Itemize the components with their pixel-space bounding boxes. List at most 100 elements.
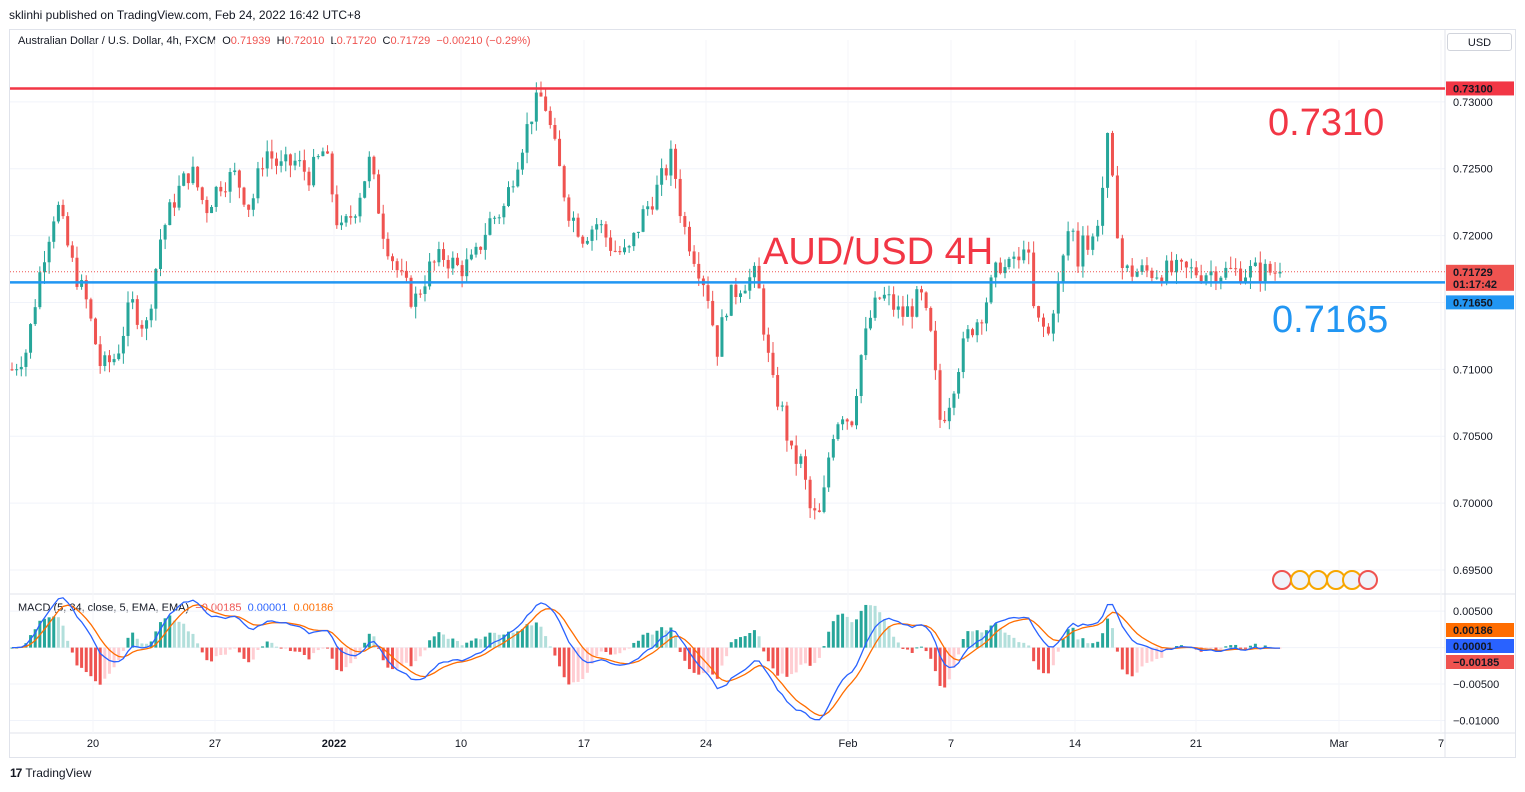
macd-histogram-bar [762, 647, 766, 652]
candle-body [1219, 277, 1223, 284]
macd-histogram-bar [687, 647, 691, 670]
macd-histogram-bar [98, 647, 102, 685]
resistance-price-tag-box [1446, 81, 1514, 96]
candle-body [980, 322, 984, 324]
event-flag-icon[interactable] [1272, 570, 1292, 590]
macd-histogram-bar [943, 647, 947, 688]
candle-body [776, 375, 780, 407]
candle-body [790, 440, 794, 446]
candle-body [706, 285, 710, 301]
candle-body [428, 261, 432, 287]
candle-body [757, 265, 761, 289]
candle-body [210, 206, 214, 214]
candle-body [1189, 267, 1193, 269]
candle-body [1184, 261, 1188, 268]
candle-body [947, 407, 951, 422]
candle-body [326, 151, 330, 154]
macd-histogram-bar [711, 647, 715, 675]
macd-histogram-bar [567, 647, 571, 685]
macd-histogram-bar [460, 645, 464, 648]
candle-body [1253, 262, 1257, 266]
candle-body [117, 353, 121, 360]
candle-body [831, 439, 835, 458]
candle-body [984, 302, 988, 324]
macd-histogram-bar [358, 647, 362, 651]
event-flag-icon[interactable] [1358, 570, 1378, 590]
event-flag-icon[interactable] [1290, 570, 1310, 590]
candle-body [344, 216, 348, 223]
price-tick-label: 0.72500 [1453, 164, 1493, 176]
candle-body [1071, 230, 1075, 232]
candle-body [952, 393, 956, 408]
candle-body [349, 216, 353, 218]
last-price-tag-text: 01:17:42 [1453, 279, 1497, 291]
macd-histogram-bar [841, 613, 845, 648]
candle-body [339, 222, 343, 226]
macd-histogram-bar [864, 604, 868, 648]
high-label: H [276, 35, 285, 47]
candle-body [196, 166, 200, 188]
macd-histogram-bar [1076, 639, 1080, 648]
macd-histogram-bar [210, 647, 214, 662]
currency-button[interactable]: USD [1447, 33, 1512, 51]
candle-body [84, 280, 88, 300]
macd-histogram-bar [191, 633, 195, 648]
macd-histogram-bar [339, 647, 343, 672]
candle-body [66, 216, 70, 246]
macd-histogram-bar [270, 642, 274, 648]
macd-histogram-bar [1101, 633, 1105, 648]
open-value: 0.71939 [230, 35, 271, 47]
symbol-name[interactable]: Australian Dollar / U.S. Dollar, 4h, FXC… [18, 35, 217, 47]
grid-lines [10, 30, 1516, 757]
macd-histogram-bar [868, 605, 872, 648]
time-tick-label: 7 [948, 738, 954, 750]
macd-histogram-bar [1244, 647, 1248, 649]
macd-histogram-bar [1150, 647, 1154, 662]
candle-body [817, 510, 821, 512]
event-flag-icon[interactable] [1308, 570, 1328, 590]
candle-body [1086, 235, 1090, 250]
macd-histogram-bar [200, 647, 204, 653]
macd-histogram-bar [752, 630, 756, 648]
time-tick-label: 20 [87, 738, 99, 750]
macd-histogram-bar [455, 641, 459, 648]
candle-body [632, 232, 636, 247]
candle-body [711, 300, 715, 326]
tradingview-logo[interactable]: 17 TradingView [10, 766, 91, 780]
candle-body [655, 184, 659, 210]
candle-body [1160, 277, 1164, 284]
macd-histogram-bar [576, 647, 580, 682]
candle-body [284, 154, 288, 162]
macd-histogram-bar [228, 647, 232, 650]
candle-body [298, 160, 302, 162]
candle-body [145, 320, 149, 329]
time-axis[interactable]: 20 27 2022 10 17 24 Feb 7 14 21 Mar 7 [87, 738, 1444, 750]
macd-histogram-bar [52, 616, 56, 648]
macd-histogram-bar [947, 647, 951, 680]
candle-body [1056, 281, 1060, 314]
macd-histogram-bar [1046, 647, 1050, 674]
macd-histogram-bar [882, 619, 886, 648]
candle-body [177, 185, 181, 208]
events-icons[interactable] [1272, 570, 1378, 590]
candle-body [237, 170, 241, 188]
candle-body [256, 168, 260, 199]
macd-histogram-bar [845, 616, 849, 648]
candle-body [1027, 249, 1031, 253]
candle-body [623, 247, 627, 253]
candle-body [1234, 268, 1238, 270]
macd-histogram-bar [223, 647, 227, 655]
candle-body [1051, 313, 1055, 334]
low-value: 0.71720 [336, 35, 377, 47]
macd-histogram-bar [1239, 647, 1243, 649]
macd-histogram-bar [1175, 646, 1179, 648]
candle-body [29, 324, 33, 353]
candle-body [98, 344, 102, 367]
candle-body [841, 419, 845, 425]
candle-body [539, 92, 543, 97]
candle-body [887, 294, 891, 296]
candle-body [502, 205, 506, 218]
candle-body [488, 218, 492, 235]
candle-body [214, 186, 218, 207]
